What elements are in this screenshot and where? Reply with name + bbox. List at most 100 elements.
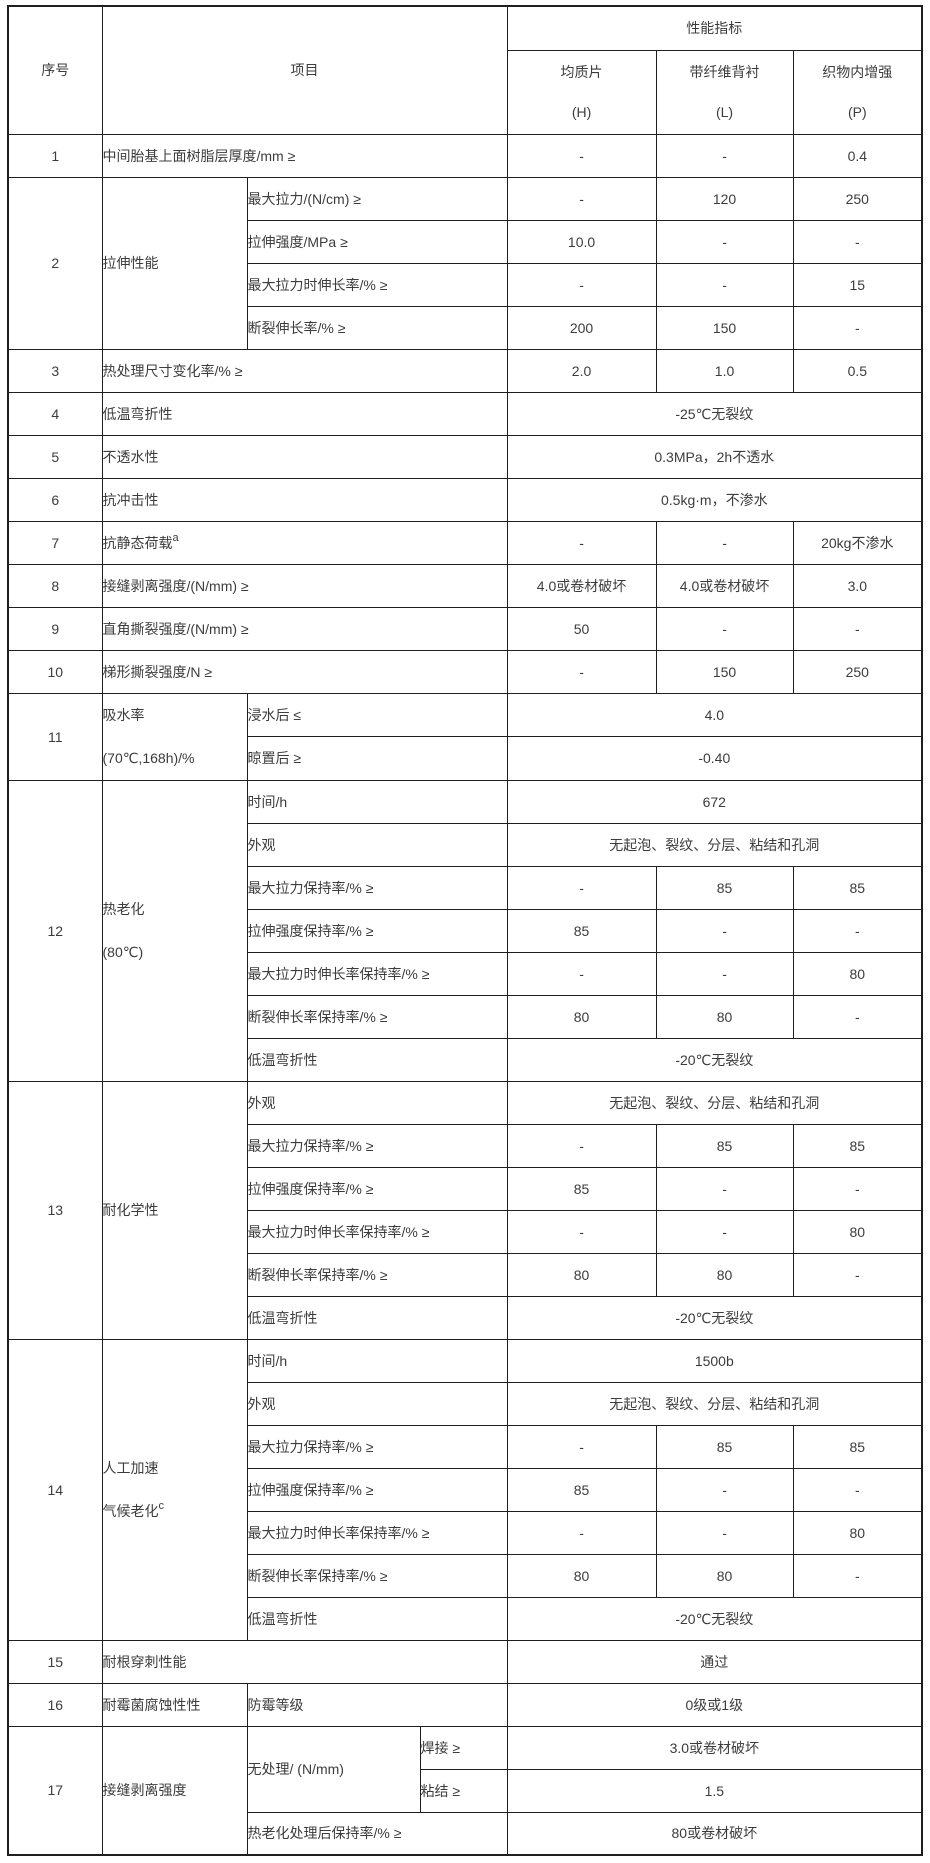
item-label-cell: 抗静态荷载a — [101, 520, 508, 565]
value-cell: 14 — [7, 1338, 103, 1641]
table-row: 12 热老化 (80℃) 时间/h 672 — [7, 779, 923, 1082]
value-cell: - — [506, 262, 657, 307]
cell-line: (P) — [847, 104, 867, 120]
table-row: 5 不透水性 0.3MPa，2h不透水 — [7, 434, 923, 479]
value-cell: 无起泡、裂纹、分层、粘结和孔洞 — [506, 822, 923, 867]
table-row: 最大拉力保持率/% ≥ -85 85 — [8, 1424, 923, 1469]
item-label-cell: 断裂伸长率保持率/% ≥ — [246, 1252, 508, 1297]
value-cell: 17 — [7, 1725, 103, 1856]
item-label-cell: 拉伸性能 — [101, 176, 248, 350]
value-cell: 3.0或卷材破坏 — [506, 1725, 923, 1770]
item-label-cell: 人工加速 气候老化c — [101, 1338, 248, 1641]
value-cell: 80 — [792, 951, 923, 996]
footnote-superscript: a — [172, 531, 179, 544]
cell-line: 均质片 — [560, 64, 603, 80]
value-cell: -20℃无裂纹 — [506, 1295, 923, 1340]
value-cell: - — [655, 908, 794, 953]
value-cell: 4.0 — [506, 692, 923, 737]
value-cell: 85 — [792, 1424, 923, 1469]
value-cell: 通过 — [506, 1639, 923, 1684]
value-cell: - — [792, 1467, 923, 1512]
value-cell: - — [506, 865, 657, 910]
table-row: 低温弯折性 -20℃无裂纹 — [8, 1295, 923, 1340]
item-label-cell: 最大拉力保持率/% ≥ — [246, 1123, 508, 1168]
item-label-cell: 时间/h — [246, 779, 508, 824]
item-label-cell: 拉伸强度保持率/% ≥ — [246, 908, 508, 953]
value-cell: 6 — [7, 477, 103, 522]
header-cell: 带纤维背衬 (L) — [655, 49, 794, 135]
value-cell: 200 — [506, 305, 657, 350]
item-label-cell: 耐霉菌腐蚀性性 — [101, 1682, 248, 1727]
value-cell: 15 — [792, 262, 923, 307]
value-cell: - — [655, 520, 794, 565]
table-header: 序号 项目 性能指标 均质片 (H) 带纤维背衬 (L) 织物内增强 (P) — [7, 5, 923, 135]
value-cell: - — [506, 1209, 657, 1254]
value-cell: 80或卷材破坏 — [506, 1811, 923, 1856]
cell-line: (H) — [571, 104, 592, 120]
value-cell: 11 — [7, 692, 103, 781]
table-row: 粘结 ≥1.5 — [8, 1768, 923, 1813]
item-label-cell: 最大拉力保持率/% ≥ — [246, 865, 508, 910]
item-label-cell: 中间胎基上面树脂层厚度/mm ≥ — [101, 133, 508, 178]
table-row: 13 耐化学性 外观 无起泡、裂纹、分层、粘结和孔洞 — [7, 1080, 923, 1340]
table-row: 14 人工加速 气候老化c 时间/h 1500b — [7, 1338, 923, 1641]
value-cell: - — [506, 951, 657, 996]
value-cell: - — [506, 1510, 657, 1555]
value-cell: - — [506, 1123, 657, 1168]
item-label-cell: 晾置后 ≥ — [246, 736, 508, 781]
table-row: 低温弯折性 -20℃无裂纹 — [8, 1037, 923, 1082]
value-cell: - — [655, 951, 794, 996]
cell-line: 带纤维背衬 — [689, 64, 760, 80]
table-row: 11 吸水率 (70℃,168h)/% 浸水后 ≤4.0 — [7, 692, 923, 781]
table-row: 最大拉力时伸长率/% ≥ - -15 — [8, 262, 923, 307]
cell-line: 气候老化c — [102, 1499, 164, 1519]
table-row: 3 热处理尺寸变化率/% ≥2.0 1.0 0.5 — [7, 348, 923, 393]
value-cell: 10 — [7, 649, 103, 694]
value-cell: 80 — [506, 994, 657, 1039]
item-label-cell: 断裂伸长率/% ≥ — [246, 305, 508, 350]
value-cell: -20℃无裂纹 — [506, 1037, 923, 1082]
cell-line: (L) — [715, 104, 734, 120]
value-cell: - — [655, 262, 794, 307]
value-cell: - — [792, 908, 923, 953]
value-cell: - — [792, 305, 923, 350]
header-cell: 项目 — [101, 5, 508, 135]
value-cell: 80 — [506, 1553, 657, 1598]
item-label-cell: 浸水后 ≤ — [246, 692, 508, 737]
item-label-cell: 热老化处理后保持率/% ≥ — [246, 1811, 508, 1856]
value-cell: 1.5 — [506, 1768, 923, 1813]
value-cell: - — [655, 1467, 794, 1512]
value-cell: 20kg不渗水 — [792, 520, 923, 565]
table-row: 7 抗静态荷载a - -20kg不渗水 — [7, 520, 923, 565]
value-cell: 4.0或卷材破坏 — [655, 563, 794, 608]
value-cell: 15 — [7, 1639, 103, 1684]
value-cell: 80 — [792, 1510, 923, 1555]
value-cell: 10.0 — [506, 219, 657, 264]
item-label-cell: 接缝剥离强度 — [101, 1725, 248, 1856]
item-label-cell: 不透水性 — [101, 434, 508, 479]
value-cell: 120 — [655, 176, 794, 221]
value-cell: - — [655, 219, 794, 264]
cell-line: (80℃) — [102, 943, 144, 960]
table-row: 最大拉力时伸长率保持率/% ≥ - -80 — [8, 951, 923, 996]
table-row: 9 直角撕裂强度/(N/mm) ≥50- - — [7, 606, 923, 651]
table-row: 断裂伸长率保持率/% ≥80 80- — [8, 1252, 923, 1297]
value-cell: 3.0 — [792, 563, 923, 608]
item-label-cell: 最大拉力时伸长率保持率/% ≥ — [246, 1209, 508, 1254]
value-cell: 150 — [655, 649, 794, 694]
value-cell: 0级或1级 — [506, 1682, 923, 1727]
item-label-cell: 时间/h — [246, 1338, 508, 1383]
value-cell: - — [506, 520, 657, 565]
value-cell: 85 — [506, 1467, 657, 1512]
value-cell: 0.3MPa，2h不透水 — [506, 434, 923, 479]
value-cell: 9 — [7, 606, 103, 651]
item-label-cell: 无处理/ (N/mm) — [246, 1725, 421, 1813]
table-row: 16 耐霉菌腐蚀性性 防霉等级 0级或1级 — [7, 1682, 923, 1727]
item-label-cell: 耐化学性 — [101, 1080, 248, 1340]
header-row: 序号 项目 性能指标 — [7, 5, 923, 135]
item-label-cell: 低温弯折性 — [246, 1596, 508, 1641]
table-row: 断裂伸长率保持率/% ≥80 80- — [8, 1553, 923, 1598]
value-cell: 80 — [506, 1252, 657, 1297]
item-label-cell: 低温弯折性 — [246, 1037, 508, 1082]
item-label-cell: 梯形撕裂强度/N ≥ — [101, 649, 508, 694]
